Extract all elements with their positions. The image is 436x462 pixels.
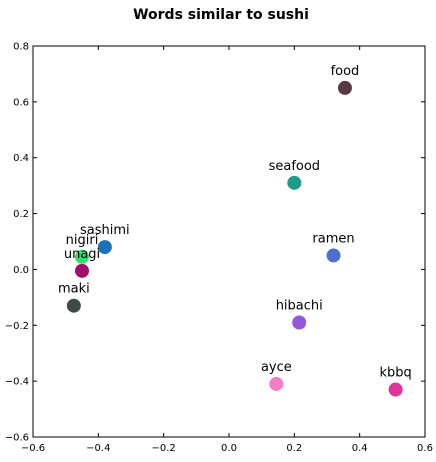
point-nigiri: [75, 249, 89, 264]
x-tick-label: 0.2: [286, 443, 302, 454]
axis-ticks: −0.6 −0.4 −0.2 0.0 0.2 0.4 0.6 −0.6 −0.4 −0.2 0.0 0…: [5, 42, 433, 455]
x-tick-label: 0.4: [352, 443, 368, 454]
point-ayce: [269, 376, 284, 391]
chart-title: Words similar to sushi: [133, 7, 309, 23]
point-label-hibachi: hibachi: [276, 298, 323, 313]
point-label-food: food: [331, 64, 360, 79]
y-tick-label: 0.2: [13, 209, 29, 220]
point-food: [337, 80, 352, 95]
point-label-unagi: unagi: [64, 247, 100, 262]
point-label-seafood: seafood: [269, 159, 320, 174]
y-tick-label: 0.4: [13, 153, 29, 164]
x-tick-label: 0.0: [221, 443, 237, 454]
x-tick-label: 0.6: [417, 443, 433, 454]
point-unagi: [75, 263, 89, 278]
y-tick-label: 0.6: [13, 97, 29, 108]
point-label-kbbq: kbbq: [379, 366, 411, 381]
point-ramen: [326, 248, 341, 263]
point-label-ayce: ayce: [261, 360, 292, 375]
y-tick-label: 0.8: [13, 42, 29, 53]
point-sashimi: [97, 240, 112, 255]
point-label-nigiri: nigiri: [66, 233, 99, 248]
point-hibachi: [292, 315, 307, 330]
point-seafood: [287, 175, 302, 190]
point-label-sashimi: sashimi: [80, 223, 130, 238]
point-label-ramen: ramen: [312, 231, 354, 246]
point-kbbq: [388, 382, 403, 397]
y-tick-label: −0.6: [5, 433, 29, 444]
y-tick-label: −0.4: [5, 377, 29, 388]
point-maki: [66, 298, 81, 313]
y-tick-label: −0.2: [5, 321, 29, 332]
x-tick-label: −0.4: [86, 443, 110, 454]
plot-frame: [32, 45, 426, 438]
y-tick-label: 0.0: [13, 265, 29, 276]
x-tick-label: −0.6: [21, 443, 45, 454]
x-tick-label: −0.2: [152, 443, 176, 454]
point-label-maki: maki: [58, 282, 90, 297]
